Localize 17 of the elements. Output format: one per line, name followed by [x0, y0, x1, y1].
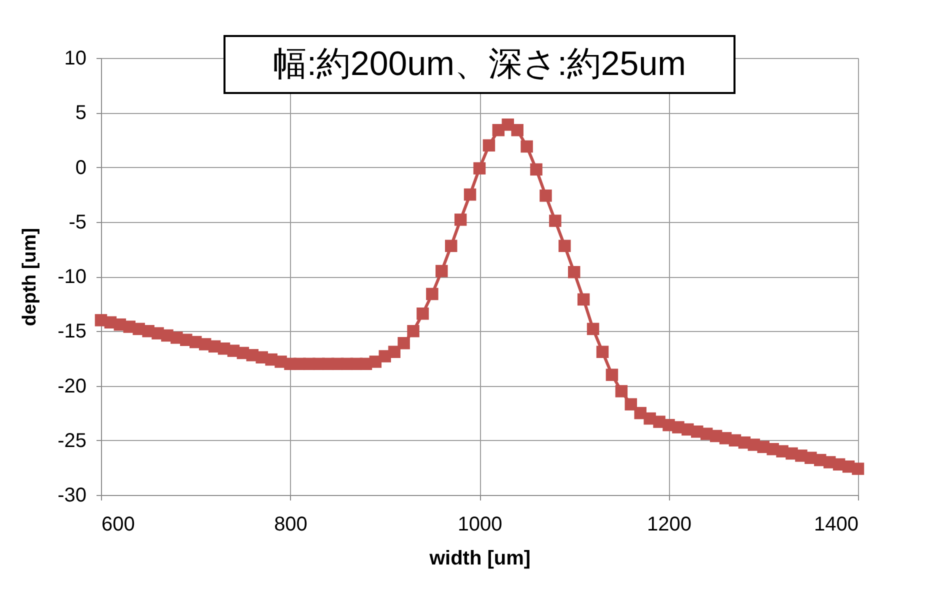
- x-tick-label: 800: [274, 514, 308, 536]
- y-tick-label: -10: [58, 266, 86, 288]
- y-tick-label: 10: [64, 48, 86, 70]
- x-axis-title: width [um]: [428, 548, 531, 570]
- y-tick-label: 0: [75, 156, 86, 179]
- x-tick-label: 1000: [458, 514, 502, 536]
- chart-title: 幅:約200um、深さ:約25um: [273, 45, 686, 83]
- x-tick-label: 1400: [814, 514, 858, 536]
- y-tick-label: -5: [68, 211, 86, 234]
- y-tick-label: -20: [58, 375, 86, 398]
- y-axis-title: depth [um]: [20, 228, 41, 326]
- y-tick-label: -15: [58, 320, 86, 343]
- y-tick-label: -30: [58, 484, 86, 506]
- x-tick-label: 600: [102, 514, 135, 536]
- x-tick-label: 1200: [647, 514, 692, 536]
- y-tick-label: 5: [75, 102, 86, 124]
- y-tick-label: -25: [58, 430, 86, 452]
